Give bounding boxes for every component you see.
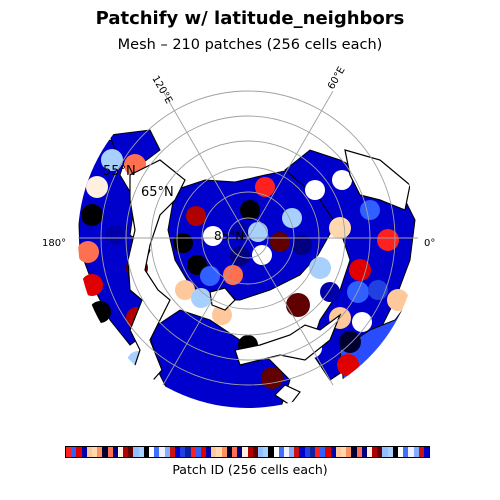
colorbar-stripe bbox=[102, 447, 108, 457]
colorbar-stripe bbox=[346, 447, 352, 457]
colorbar-stripe bbox=[247, 447, 253, 457]
colorbar-stripe bbox=[149, 447, 155, 457]
colorbar-stripe bbox=[361, 447, 367, 457]
colorbar-stripe bbox=[283, 447, 290, 457]
colorbar-stripe bbox=[232, 447, 238, 457]
colorbar-stripe bbox=[289, 447, 295, 457]
colorbar-stripe bbox=[315, 447, 321, 457]
colorbar-stripe bbox=[294, 447, 300, 457]
colorbar-stripe bbox=[252, 447, 258, 457]
colorbar-stripe bbox=[320, 447, 326, 457]
lat-label-65n: 65°N bbox=[141, 185, 174, 200]
colorbar-stripe bbox=[366, 447, 373, 457]
colorbar-stripe bbox=[97, 447, 103, 457]
colorbar-stripe bbox=[180, 447, 186, 457]
colorbar-stripe bbox=[408, 447, 414, 457]
colorbar bbox=[65, 446, 430, 458]
colorbar-stripe bbox=[372, 447, 378, 457]
colorbar-stripe bbox=[86, 447, 92, 457]
graticule bbox=[78, 90, 418, 386]
colorbar-stripe bbox=[330, 447, 336, 457]
colorbar-stripe bbox=[190, 447, 196, 457]
colorbar-stripe bbox=[211, 447, 217, 457]
colorbar-stripe bbox=[91, 447, 98, 457]
colorbar-label: Patch ID (256 cells each) bbox=[172, 462, 328, 477]
lat-label-55n: 55°N bbox=[103, 164, 136, 179]
colorbar-stripe bbox=[309, 447, 315, 457]
colorbar-stripe bbox=[133, 447, 139, 457]
colorbar-stripe bbox=[221, 447, 227, 457]
colorbar-stripe bbox=[273, 447, 279, 457]
colorbar-stripe bbox=[154, 447, 160, 457]
colorbar-stripe bbox=[164, 447, 170, 457]
colorbar-stripe bbox=[169, 447, 175, 457]
colorbar-stripe bbox=[403, 447, 409, 457]
colorbar-stripe bbox=[200, 447, 207, 457]
colorbar-stripe bbox=[325, 447, 331, 457]
colorbar-stripe bbox=[81, 447, 87, 457]
colorbar-stripe bbox=[138, 447, 144, 457]
colorbar-stripe bbox=[356, 447, 362, 457]
colorbar-stripe bbox=[242, 447, 248, 457]
map-area bbox=[78, 68, 418, 408]
colorbar-stripe bbox=[413, 447, 419, 457]
colorbar-stripe bbox=[71, 447, 77, 457]
colorbar-stripe bbox=[268, 447, 274, 457]
colorbar-stripe bbox=[387, 447, 393, 457]
colorbar-stripe bbox=[377, 447, 383, 457]
colorbar-stripe bbox=[76, 447, 82, 457]
colorbar-stripe bbox=[398, 447, 404, 457]
colorbar-stripe bbox=[66, 447, 72, 457]
colorbar-stripe bbox=[335, 447, 341, 457]
colorbar-stripe bbox=[392, 447, 398, 457]
polar-map: 120°E 60°E 180° 0° 55°N 65°N 85°N bbox=[42, 65, 435, 408]
colorbar-stripe bbox=[143, 447, 149, 457]
colorbar-stripe bbox=[340, 447, 347, 457]
colorbar-stripe bbox=[128, 447, 134, 457]
colorbar-stripe bbox=[112, 447, 118, 457]
colorbar-stripe bbox=[216, 447, 222, 457]
colorbar-stripe bbox=[174, 447, 181, 457]
lon-label-0: 0° bbox=[424, 238, 435, 249]
colorbar-stripe bbox=[278, 447, 284, 457]
colorbar-stripe bbox=[206, 447, 212, 457]
colorbar-stripe bbox=[117, 447, 124, 457]
chart-subtitle: Mesh – 210 patches (256 cells each) bbox=[117, 37, 383, 53]
colorbar-stripe bbox=[237, 447, 243, 457]
colorbar-stripe bbox=[423, 447, 430, 457]
colorbar-stripe bbox=[304, 447, 310, 457]
colorbar-stripe bbox=[299, 447, 305, 457]
colorbar-stripe bbox=[226, 447, 232, 457]
colorbar-stripe bbox=[418, 447, 424, 457]
colorbar-stripe bbox=[185, 447, 191, 457]
colorbar-stripe bbox=[257, 447, 264, 457]
colorbar-stripe bbox=[351, 447, 357, 457]
chart-title: Patchify w/ latitude_neighbors bbox=[95, 8, 405, 29]
lon-label-180: 180° bbox=[42, 238, 66, 249]
colorbar-stripe bbox=[382, 447, 388, 457]
colorbar-stripe bbox=[123, 447, 129, 457]
lat-label-85n: 85°N bbox=[214, 229, 244, 243]
land-masses bbox=[127, 149, 411, 406]
lon-label-60e: 60°E bbox=[326, 65, 348, 91]
colorbar-stripe bbox=[107, 447, 113, 457]
colorbar-stripe bbox=[263, 447, 269, 457]
colorbar-stripe bbox=[195, 447, 201, 457]
colorbar-stripe bbox=[159, 447, 165, 457]
